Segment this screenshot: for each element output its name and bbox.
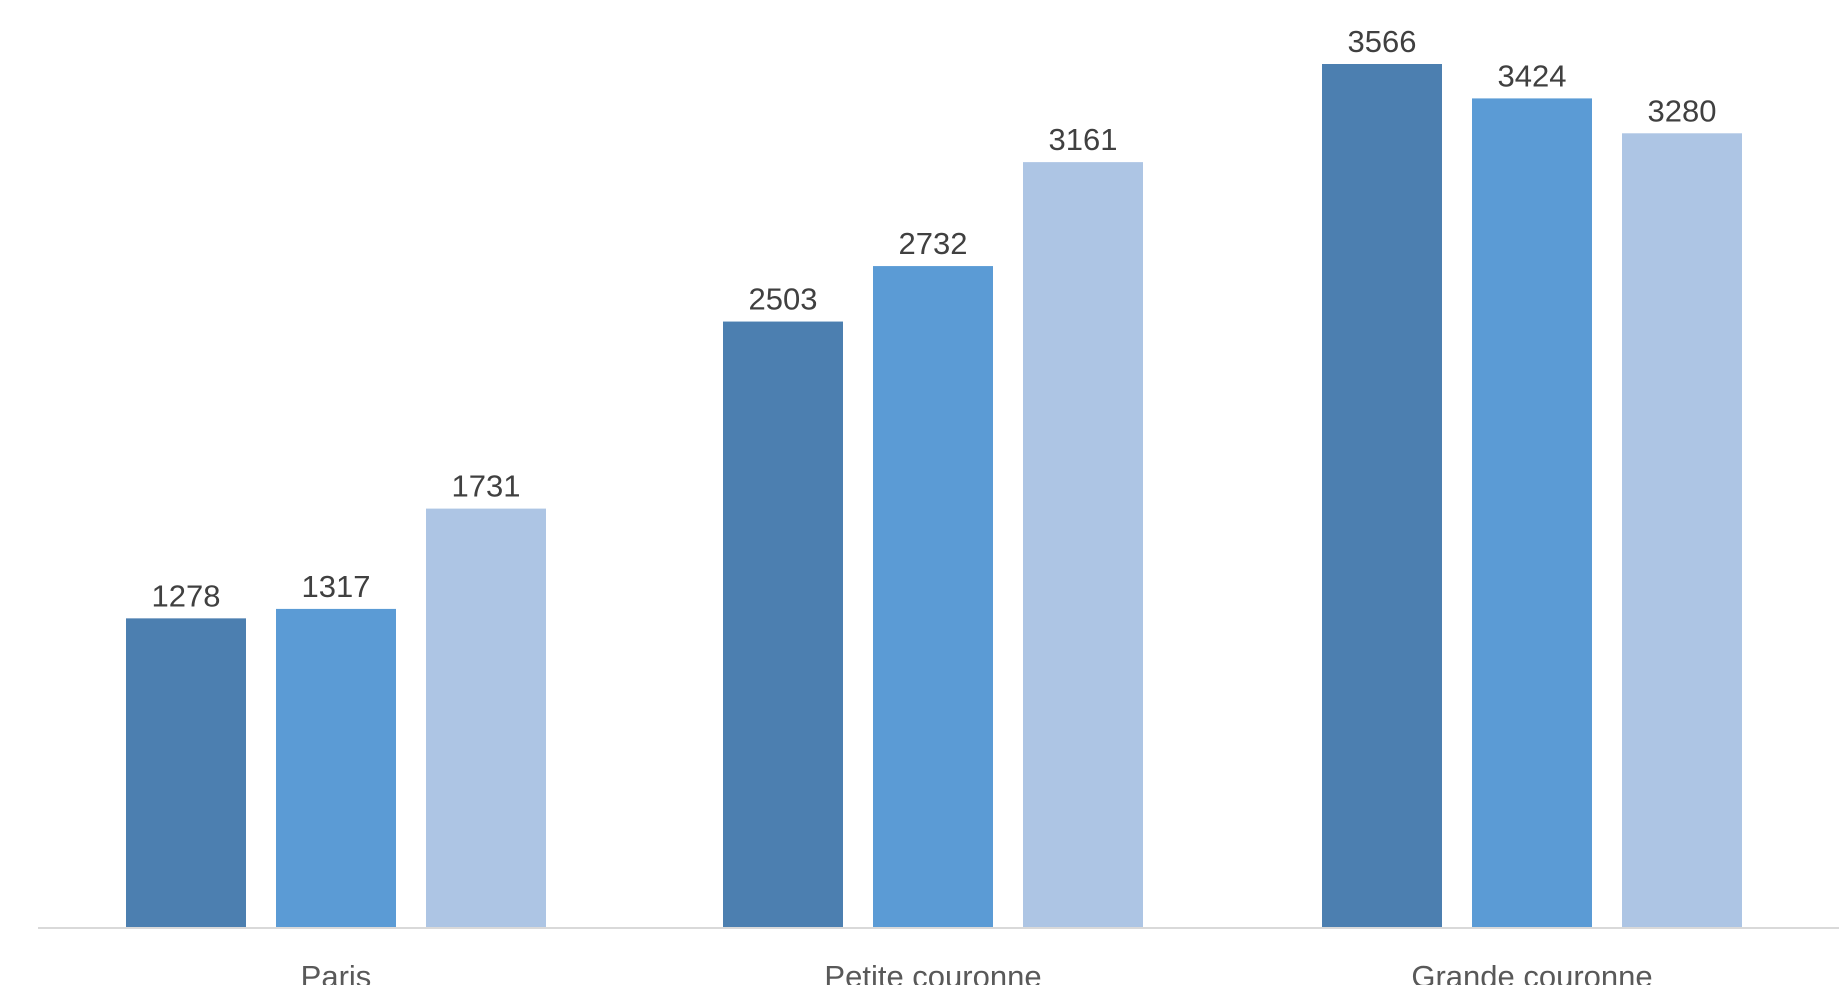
bar: [723, 321, 843, 928]
bar: [126, 618, 246, 928]
bar: [1023, 162, 1143, 928]
category-label: Grande couronne: [1411, 959, 1652, 985]
data-label: 1317: [302, 569, 371, 604]
value-labels-group: 1278 1317 1731 2503 2732 3161 3566 3424 3280: [152, 24, 1717, 613]
data-label: 3161: [1049, 122, 1118, 157]
data-label: 3566: [1348, 24, 1417, 59]
category-labels-group: Paris Petite couronne Grande couronne: [301, 959, 1653, 985]
category-label: Petite couronne: [824, 959, 1041, 985]
bar: [873, 266, 993, 928]
bar: [426, 508, 546, 928]
bar: [1472, 98, 1592, 929]
bars-group: [126, 64, 1742, 929]
data-label: 1731: [452, 469, 521, 504]
bar: [1622, 133, 1742, 929]
category-label: Paris: [301, 959, 372, 985]
bar: [276, 608, 396, 928]
data-label: 2732: [899, 226, 968, 261]
data-label: 1278: [152, 578, 221, 613]
data-label: 2503: [749, 282, 818, 317]
bar: [1322, 64, 1442, 928]
data-label: 3424: [1498, 58, 1567, 93]
data-label: 3280: [1648, 93, 1717, 128]
